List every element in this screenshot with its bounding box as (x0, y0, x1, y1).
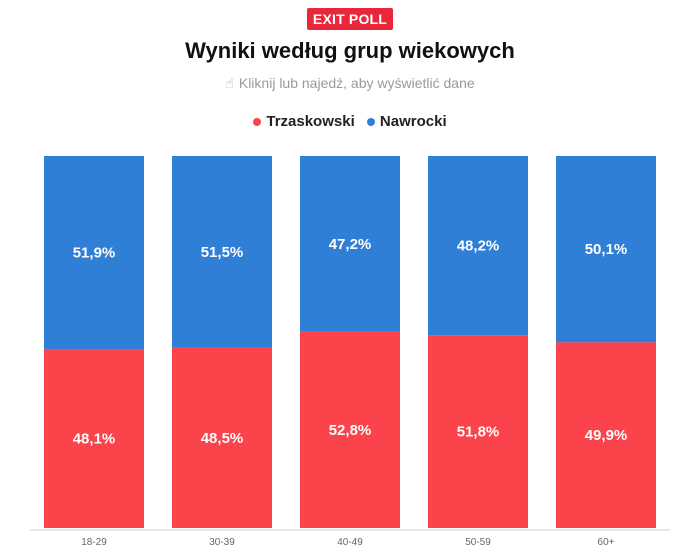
bar-nawrocki-50-59[interactable] (428, 156, 528, 336)
data-label-trzaskowski-30-39: 48,5% (201, 430, 244, 447)
data-label-nawrocki-18-29: 51,9% (73, 245, 116, 262)
exit-poll-badge: EXIT POLL (306, 8, 394, 30)
legend-item-trzaskowski[interactable]: Trzaskowski (253, 112, 355, 132)
legend-dot-trzaskowski (253, 118, 262, 126)
x-tick-label-60+: 60+ (598, 537, 615, 548)
hint-text: Kliknij lub najedź, aby wyświetlić dane (238, 75, 475, 91)
chart-title: Wyniki według grup wiekowych (185, 38, 515, 63)
legend-item-nawrocki[interactable]: Nawrocki (366, 112, 447, 132)
data-label-nawrocki-40-49: 47,2% (329, 236, 372, 253)
bar-trzaskowski-60+[interactable] (556, 342, 656, 528)
legend: Trzaskowski Nawrocki (0, 112, 700, 132)
bar-nawrocki-30-39[interactable] (172, 156, 272, 348)
bar-trzaskowski-50-59[interactable] (428, 335, 528, 528)
data-label-trzaskowski-18-29: 48,1% (73, 431, 116, 448)
legend-label-nawrocki: Nawrocki (379, 113, 447, 130)
bar-trzaskowski-40-49[interactable] (300, 331, 400, 528)
x-tick-label-18-29: 18-29 (81, 537, 107, 548)
data-label-trzaskowski-50-59: 51,8% (457, 424, 500, 441)
pointing-hand-icon: ☝ (225, 75, 234, 91)
bar-trzaskowski-30-39[interactable] (172, 347, 272, 528)
x-tick-label-40-49: 40-49 (337, 537, 363, 548)
bar-nawrocki-40-49[interactable] (300, 156, 400, 332)
data-label-trzaskowski-60+: 49,9% (585, 427, 628, 444)
bar-nawrocki-60+[interactable] (556, 156, 656, 343)
legend-dot-nawrocki (366, 118, 375, 126)
data-label-nawrocki-50-59: 48,2% (457, 238, 500, 255)
x-tick-label-50-59: 50-59 (465, 537, 491, 548)
interaction-hint: ☝ Kliknij lub najedź, aby wyświetlić dane (0, 73, 700, 93)
bar-nawrocki-18-29[interactable] (44, 156, 144, 350)
bar-trzaskowski-18-29[interactable] (44, 349, 144, 528)
legend-label-trzaskowski: Trzaskowski (266, 113, 355, 130)
data-label-nawrocki-30-39: 51,5% (201, 244, 244, 261)
data-label-trzaskowski-40-49: 52,8% (329, 422, 372, 439)
data-label-nawrocki-60+: 50,1% (585, 241, 628, 258)
x-tick-label-30-39: 30-39 (209, 537, 235, 548)
